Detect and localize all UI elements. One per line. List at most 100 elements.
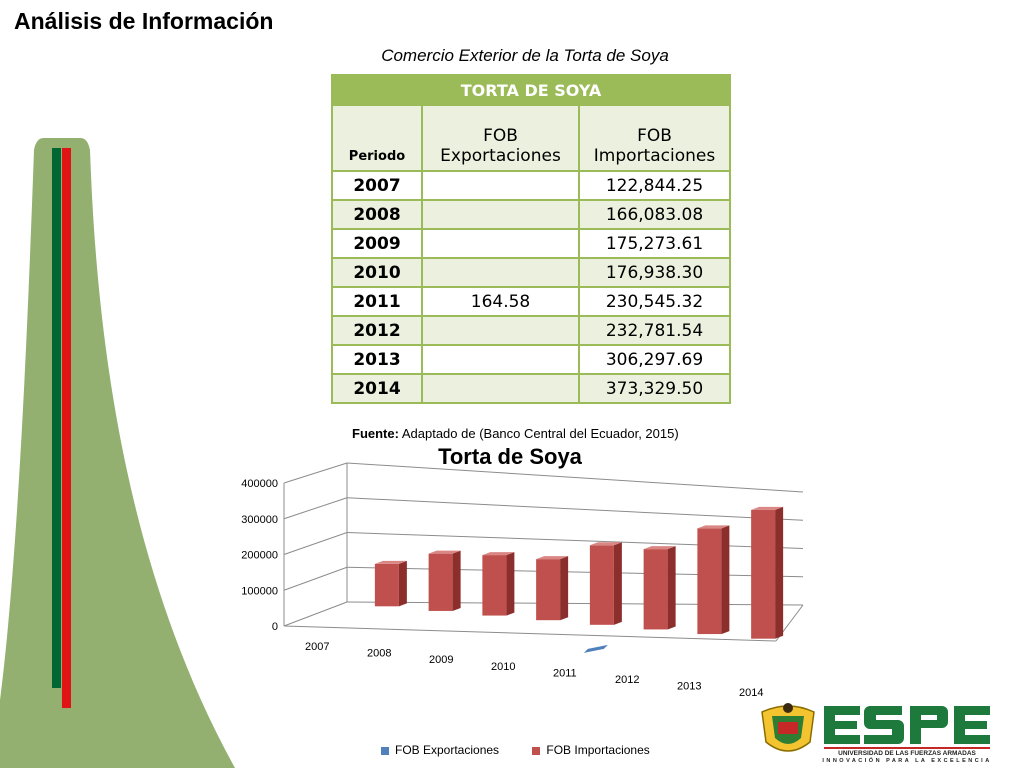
row-year: 2009	[331, 228, 423, 259]
x-tick-label: 2010	[491, 661, 515, 673]
legend-swatch-imports	[532, 746, 541, 755]
row-exports: 164.58	[421, 286, 580, 317]
logo-line1: UNIVERSIDAD DE LAS FUERZAS ARMADAS	[838, 750, 976, 757]
side-gridline	[283, 566, 348, 591]
floor-front-edge	[283, 625, 777, 642]
column-header-row: Periodo FOB Exportaciones FOB Importacio…	[331, 104, 731, 172]
col-header-exports-line2: Exportaciones	[440, 146, 561, 166]
row-year: 2013	[331, 344, 423, 375]
import-bar-top	[643, 546, 676, 550]
x-tick-label: 2008	[367, 648, 391, 660]
table-row: 2012 232,781.54	[331, 315, 731, 346]
import-bar-top	[697, 525, 730, 529]
gridline	[346, 566, 804, 578]
import-bar-top	[589, 542, 622, 546]
row-exports	[421, 199, 580, 230]
crest-icon	[761, 703, 815, 752]
row-exports	[421, 315, 580, 346]
import-bar	[374, 563, 399, 607]
data-table: TORTA DE SOYA Periodo FOB Exportaciones …	[331, 74, 731, 404]
row-year: 2012	[331, 315, 423, 346]
import-bar-top	[374, 560, 407, 564]
row-year: 2011	[331, 286, 423, 317]
gridline	[346, 601, 804, 606]
legend-label-imports: FOB Importaciones	[546, 743, 650, 757]
table-header-row: TORTA DE SOYA	[331, 74, 731, 106]
gridline	[346, 532, 804, 549]
row-imports: 176,938.30	[578, 257, 731, 288]
import-bar-side	[667, 546, 676, 630]
legend-label-exports: FOB Exportaciones	[395, 743, 500, 757]
table-row: 2011 164.58 230,545.32	[331, 286, 731, 317]
import-bar-top	[428, 550, 461, 554]
import-bar-side	[721, 525, 730, 635]
side-gridline	[283, 532, 348, 555]
col-header-exports-line1: FOB	[483, 126, 518, 146]
sidebar-red-stripe	[62, 148, 71, 708]
import-bar	[536, 559, 561, 621]
gridline	[346, 497, 804, 521]
gridline	[346, 462, 804, 493]
row-imports: 166,083.08	[578, 199, 731, 230]
legend-item-exports: FOB Exportaciones	[381, 743, 499, 757]
table-row: 2008 166,083.08	[331, 199, 731, 230]
table-row: 2007 122,844.25	[331, 170, 731, 201]
row-imports: 122,844.25	[578, 170, 731, 201]
row-exports	[421, 257, 580, 288]
sidebar-green-shape	[0, 138, 235, 768]
chart-plot-area: 0 100000 200000 300000 400000 2007 2008 2009 201…	[241, 462, 804, 699]
x-tick-label: 2012	[615, 674, 639, 686]
import-bar-top	[751, 506, 784, 510]
import-bar-side	[506, 552, 515, 616]
row-imports: 175,273.61	[578, 228, 731, 259]
source-label: Fuente:	[352, 426, 399, 441]
table-header: TORTA DE SOYA	[331, 74, 731, 106]
x-tick-label: 2009	[429, 654, 453, 666]
row-exports	[421, 170, 580, 201]
side-gridline	[283, 601, 348, 627]
x-tick-label: 2014	[739, 687, 763, 699]
sidebar-dark-green-stripe	[52, 148, 61, 688]
x-tick-label: 2007	[305, 641, 329, 653]
table-caption: Comercio Exterior de la Torta de Soya	[381, 46, 669, 65]
y-tick-label: 100000	[241, 585, 278, 597]
row-year: 2014	[331, 373, 423, 404]
import-bar	[751, 509, 776, 639]
row-year: 2007	[331, 170, 423, 201]
row-imports: 306,297.69	[578, 344, 731, 375]
chart-legend: FOB Exportaciones FOB Importaciones	[381, 743, 680, 757]
import-bar-top	[482, 552, 515, 556]
row-imports: 373,329.50	[578, 373, 731, 404]
import-bar	[428, 553, 453, 611]
table-row: 2009 175,273.61	[331, 228, 731, 259]
x-tick-label: 2011	[553, 667, 577, 679]
import-bar-side	[398, 560, 407, 607]
import-bar-side	[560, 556, 569, 621]
legend-item-imports: FOB Importaciones	[532, 743, 650, 757]
table-row: 2014 373,329.50	[331, 373, 731, 404]
logo-line2: INNOVACIÓN PARA LA EXCELENCIA	[822, 756, 991, 764]
col-header-period: Periodo	[331, 104, 423, 172]
col-header-exports: FOB Exportaciones	[421, 104, 580, 172]
legend-swatch-exports	[381, 746, 389, 755]
side-gridline	[283, 462, 348, 484]
espe-wordmark	[824, 706, 990, 744]
row-year: 2008	[331, 199, 423, 230]
table-row: 2010 176,938.30	[331, 257, 731, 288]
import-bar	[589, 545, 614, 625]
export-bar	[583, 644, 608, 653]
import-bar-side	[775, 506, 784, 639]
y-tick-label: 200000	[241, 550, 278, 562]
y-tick-label: 300000	[241, 514, 278, 526]
import-bar-side	[452, 550, 461, 611]
col-header-imports: FOB Importaciones	[578, 104, 731, 172]
row-exports	[421, 344, 580, 375]
col-header-imports-line1: FOB	[637, 126, 672, 146]
page-title: Análisis de Información	[14, 8, 274, 34]
source-note: Fuente: Adaptado de (Banco Central del E…	[352, 426, 679, 441]
x-tick-label: 2013	[677, 681, 701, 693]
row-imports: 232,781.54	[578, 315, 731, 346]
import-bar	[697, 528, 722, 635]
row-year: 2010	[331, 257, 423, 288]
